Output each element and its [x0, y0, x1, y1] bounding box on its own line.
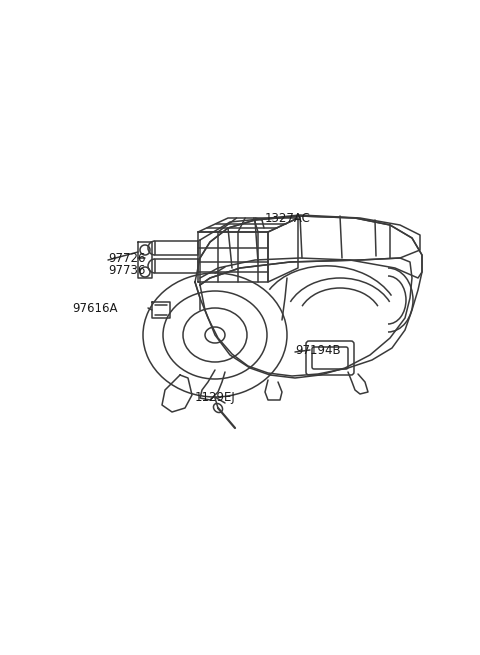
- Text: 1129EJ: 1129EJ: [195, 392, 236, 405]
- Text: 97194B: 97194B: [295, 343, 341, 356]
- Text: 1327AC: 1327AC: [265, 212, 311, 225]
- Text: 97736: 97736: [108, 265, 145, 278]
- Text: 97726: 97726: [108, 252, 145, 265]
- Text: 97616A: 97616A: [72, 301, 118, 314]
